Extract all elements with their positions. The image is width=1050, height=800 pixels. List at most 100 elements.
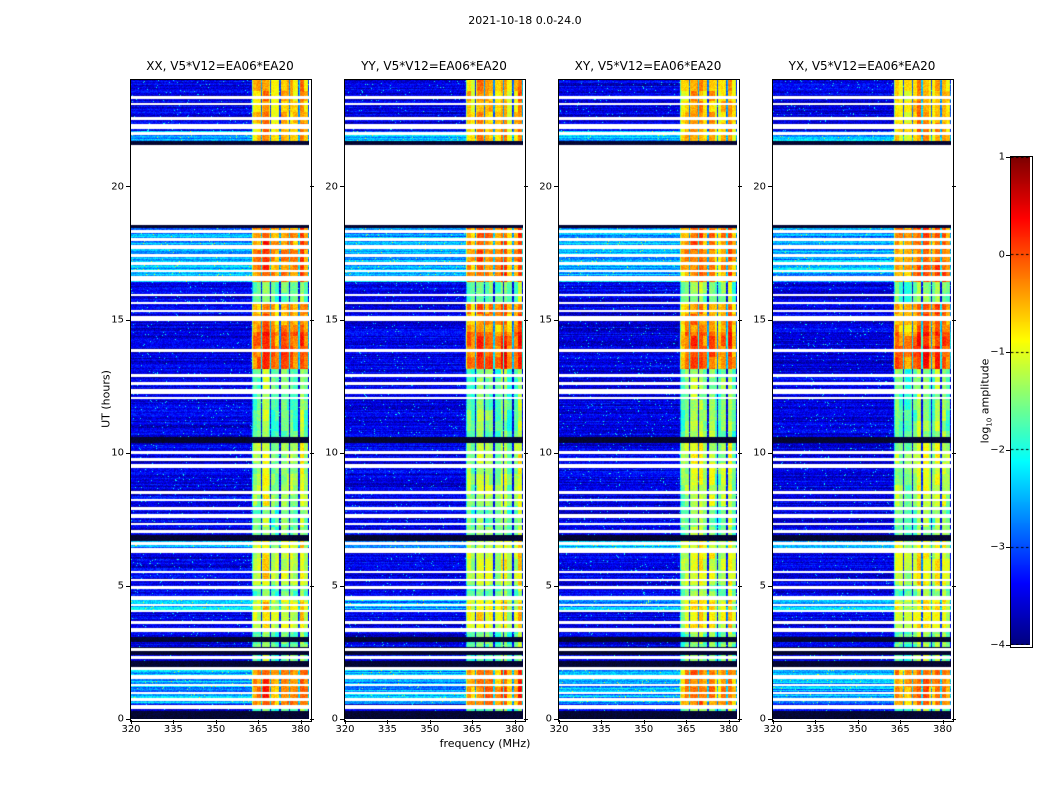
axis-tick bbox=[738, 453, 742, 454]
spectrogram-image-panel-3 bbox=[559, 80, 737, 719]
x-tick-label: 365 bbox=[890, 724, 910, 735]
axis-tick bbox=[644, 720, 645, 724]
x-tick-label: 365 bbox=[676, 724, 696, 735]
axis-tick bbox=[258, 720, 259, 724]
x-tick-label: 350 bbox=[848, 724, 868, 735]
x-tick-label: 320 bbox=[549, 724, 569, 735]
axis-tick bbox=[345, 720, 346, 724]
axis-tick bbox=[554, 586, 558, 587]
x-tick-label: 335 bbox=[163, 724, 183, 735]
x-tick-label: 365 bbox=[462, 724, 482, 735]
axis-tick bbox=[768, 719, 772, 720]
x-tick-label: 380 bbox=[504, 724, 525, 735]
axis-tick bbox=[126, 320, 130, 321]
axis-tick bbox=[131, 720, 132, 724]
axis-tick bbox=[524, 453, 528, 454]
colorbar-tick bbox=[1006, 547, 1011, 548]
colorbar-label-suffix: amplitude bbox=[978, 358, 992, 418]
axis-tick bbox=[472, 720, 473, 724]
axis-tick bbox=[126, 186, 130, 187]
x-tick-label: 335 bbox=[805, 724, 825, 735]
axis-tick bbox=[430, 720, 431, 724]
y-tick-label: 0 bbox=[545, 713, 552, 725]
axis-tick bbox=[126, 586, 130, 587]
axis-tick bbox=[686, 720, 687, 724]
axis-tick bbox=[524, 320, 528, 321]
axis-tick bbox=[126, 453, 130, 454]
axis-tick bbox=[815, 720, 816, 724]
y-tick-label: 20 bbox=[111, 181, 124, 192]
axis-tick bbox=[340, 453, 344, 454]
axis-tick bbox=[310, 320, 314, 321]
axis-tick bbox=[900, 720, 901, 724]
axis-tick bbox=[515, 720, 516, 724]
colorbar-label-prefix: log bbox=[978, 426, 992, 444]
colorbar-tick bbox=[1006, 352, 1011, 353]
axis-tick bbox=[738, 320, 742, 321]
axis-tick bbox=[559, 720, 560, 724]
x-tick-label: 320 bbox=[121, 724, 141, 735]
axis-tick bbox=[729, 720, 730, 724]
axis-tick bbox=[310, 719, 314, 720]
y-tick-label: 5 bbox=[117, 580, 124, 592]
axis-tick bbox=[173, 720, 174, 724]
x-tick-label: 335 bbox=[377, 724, 397, 735]
axis-tick bbox=[738, 586, 742, 587]
x-tick-label: 320 bbox=[335, 724, 355, 735]
colorbar-tick-label: −3 bbox=[990, 541, 1005, 553]
panel-title: YY, V5*V12=EA06*EA20 bbox=[361, 59, 507, 73]
axis-tick bbox=[768, 320, 772, 321]
x-tick-label: 350 bbox=[206, 724, 226, 735]
axis-tick bbox=[858, 720, 859, 724]
y-axis-label: UT (hours) bbox=[99, 370, 113, 428]
y-tick-label: 10 bbox=[325, 447, 338, 459]
colorbar-tick-label: −2 bbox=[990, 444, 1005, 456]
spectrogram-image-panel-2 bbox=[345, 80, 523, 719]
y-tick-label: 15 bbox=[539, 314, 552, 326]
colorbar-tick-label: 1 bbox=[998, 151, 1005, 163]
colorbar-tick bbox=[1006, 645, 1011, 646]
x-tick-label: 320 bbox=[763, 724, 783, 735]
axis-tick bbox=[340, 186, 344, 187]
y-tick-label: 15 bbox=[325, 314, 338, 326]
y-tick-label: 10 bbox=[539, 447, 552, 459]
colorbar-tick-label: −4 bbox=[990, 639, 1005, 651]
axis-tick bbox=[524, 719, 528, 720]
axis-tick bbox=[554, 186, 558, 187]
axis-tick bbox=[952, 719, 956, 720]
axis-tick bbox=[310, 586, 314, 587]
axis-tick bbox=[554, 320, 558, 321]
y-tick-label: 0 bbox=[759, 713, 766, 725]
panel-title: YX, V5*V12=EA06*EA20 bbox=[788, 59, 936, 73]
axis-tick bbox=[554, 719, 558, 720]
axis-tick bbox=[738, 186, 742, 187]
axis-tick bbox=[952, 320, 956, 321]
y-tick-label: 20 bbox=[753, 181, 766, 192]
y-tick-label: 5 bbox=[331, 580, 338, 592]
x-tick-label: 380 bbox=[932, 724, 953, 735]
figure-title: 2021-10-18 0.0-24.0 bbox=[468, 14, 582, 27]
colorbar-tick-label: −1 bbox=[990, 346, 1005, 358]
axis-tick bbox=[952, 186, 956, 187]
axis-tick bbox=[601, 720, 602, 724]
axis-tick bbox=[738, 719, 742, 720]
axis-tick bbox=[952, 586, 956, 587]
x-tick-label: 380 bbox=[718, 724, 739, 735]
axis-tick bbox=[126, 719, 130, 720]
axis-tick bbox=[768, 186, 772, 187]
y-tick-label: 0 bbox=[117, 713, 124, 725]
axis-tick bbox=[310, 453, 314, 454]
axis-tick bbox=[340, 586, 344, 587]
axis-tick bbox=[524, 186, 528, 187]
y-tick-label: 15 bbox=[753, 314, 766, 326]
panel-title: XX, V5*V12=EA06*EA20 bbox=[146, 59, 294, 73]
axis-tick bbox=[768, 586, 772, 587]
axis-tick bbox=[943, 720, 944, 724]
axis-tick bbox=[340, 719, 344, 720]
y-tick-label: 20 bbox=[325, 181, 338, 192]
x-tick-label: 350 bbox=[420, 724, 440, 735]
x-tick-label: 335 bbox=[591, 724, 611, 735]
axis-tick bbox=[952, 453, 956, 454]
y-tick-label: 0 bbox=[331, 713, 338, 725]
